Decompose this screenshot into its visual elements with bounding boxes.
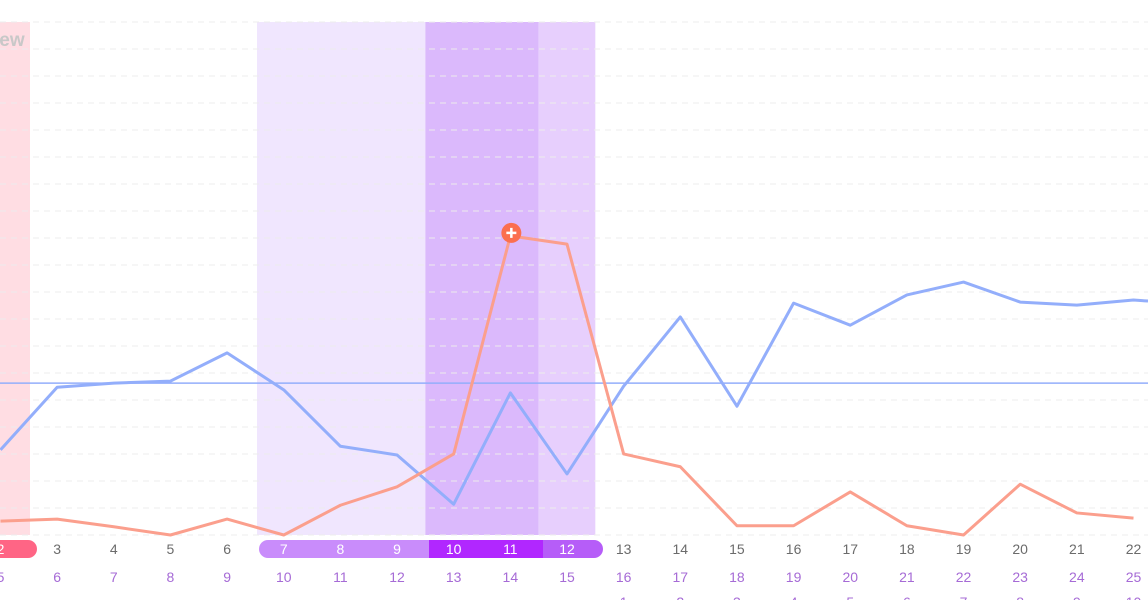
cycle-day-label[interactable]: 5 [166, 541, 175, 557]
cycle-day-label[interactable]: 4 [109, 541, 118, 557]
plus-icon-glyph [506, 227, 517, 238]
next-row-label: 8 [1000, 594, 1040, 600]
chart-title-fragment: iew [0, 30, 25, 51]
next-row-label: 6 [887, 594, 927, 600]
date-label[interactable]: 13 [445, 569, 462, 585]
date-label[interactable]: 23 [1012, 569, 1028, 585]
cycle-day-label[interactable]: 16 [785, 541, 802, 557]
cycle-day-label[interactable]: 13 [615, 541, 632, 557]
date-label[interactable]: 7 [109, 569, 118, 585]
date-label[interactable]: 17 [672, 569, 689, 585]
cycle-day-label[interactable]: 17 [842, 541, 859, 557]
period-pill [0, 540, 37, 558]
next-row-label: 10 [1114, 594, 1148, 600]
date-label[interactable]: 18 [729, 569, 745, 585]
cycle-day-label[interactable]: 19 [955, 541, 972, 557]
cycle-day-label[interactable]: 6 [223, 541, 231, 557]
cycle-day-label[interactable]: 7 [279, 541, 288, 557]
cycle-day-label[interactable]: 12 [559, 541, 575, 557]
band-period [0, 22, 30, 535]
fertile-pill [259, 540, 603, 558]
next-row-label: 5 [830, 594, 870, 600]
next-row-label: 1 [604, 594, 644, 600]
pill-segment [429, 540, 543, 558]
date-label[interactable]: 15 [559, 569, 575, 585]
next-row-label: 9 [1057, 594, 1097, 600]
cycle-day-label[interactable]: 14 [672, 541, 689, 557]
next-row-label: 7 [944, 594, 984, 600]
cycle-day-label[interactable]: 20 [1012, 541, 1028, 557]
date-label[interactable]: 14 [502, 569, 519, 585]
band-fertile [257, 22, 426, 535]
next-row-label: 3 [717, 594, 757, 600]
date-label[interactable]: 21 [899, 569, 915, 585]
date-label[interactable]: 19 [785, 569, 802, 585]
date-label[interactable]: 20 [842, 569, 859, 585]
cycle-day-label[interactable]: 21 [1069, 541, 1085, 557]
cycle-day-label[interactable]: 2 [0, 541, 5, 557]
date-label[interactable]: 9 [223, 569, 231, 585]
date-label[interactable]: 25 [1125, 569, 1142, 585]
date-label[interactable]: 8 [166, 569, 175, 585]
date-label[interactable]: 10 [275, 569, 292, 585]
cycle-day-label[interactable]: 8 [336, 541, 345, 557]
series-line-0 [0, 280, 1148, 506]
pill-segment [0, 540, 37, 558]
cycle-day-label[interactable]: 22 [1125, 541, 1142, 557]
band-peak [425, 22, 539, 535]
cycle-day-label[interactable]: 10 [445, 541, 462, 557]
band-fertile-late [538, 22, 596, 535]
cycle-day-label[interactable]: 11 [503, 541, 518, 557]
date-label[interactable]: 22 [955, 569, 972, 585]
next-row-label: 2 [660, 594, 700, 600]
cycle-day-label[interactable]: 18 [899, 541, 915, 557]
next-row-label: 4 [774, 594, 814, 600]
date-label[interactable]: 12 [389, 569, 405, 585]
cycle-day-label[interactable]: 9 [393, 541, 401, 557]
date-label[interactable]: 6 [53, 569, 62, 585]
date-label[interactable]: 16 [615, 569, 632, 585]
cycle-day-label[interactable]: 15 [729, 541, 745, 557]
date-label[interactable]: 5 [0, 569, 5, 585]
cycle-day-label[interactable]: 3 [53, 541, 62, 557]
pill-segment [259, 540, 429, 558]
date-label[interactable]: 24 [1069, 569, 1085, 585]
pill-segment [543, 540, 603, 558]
date-label[interactable]: 11 [333, 569, 348, 585]
